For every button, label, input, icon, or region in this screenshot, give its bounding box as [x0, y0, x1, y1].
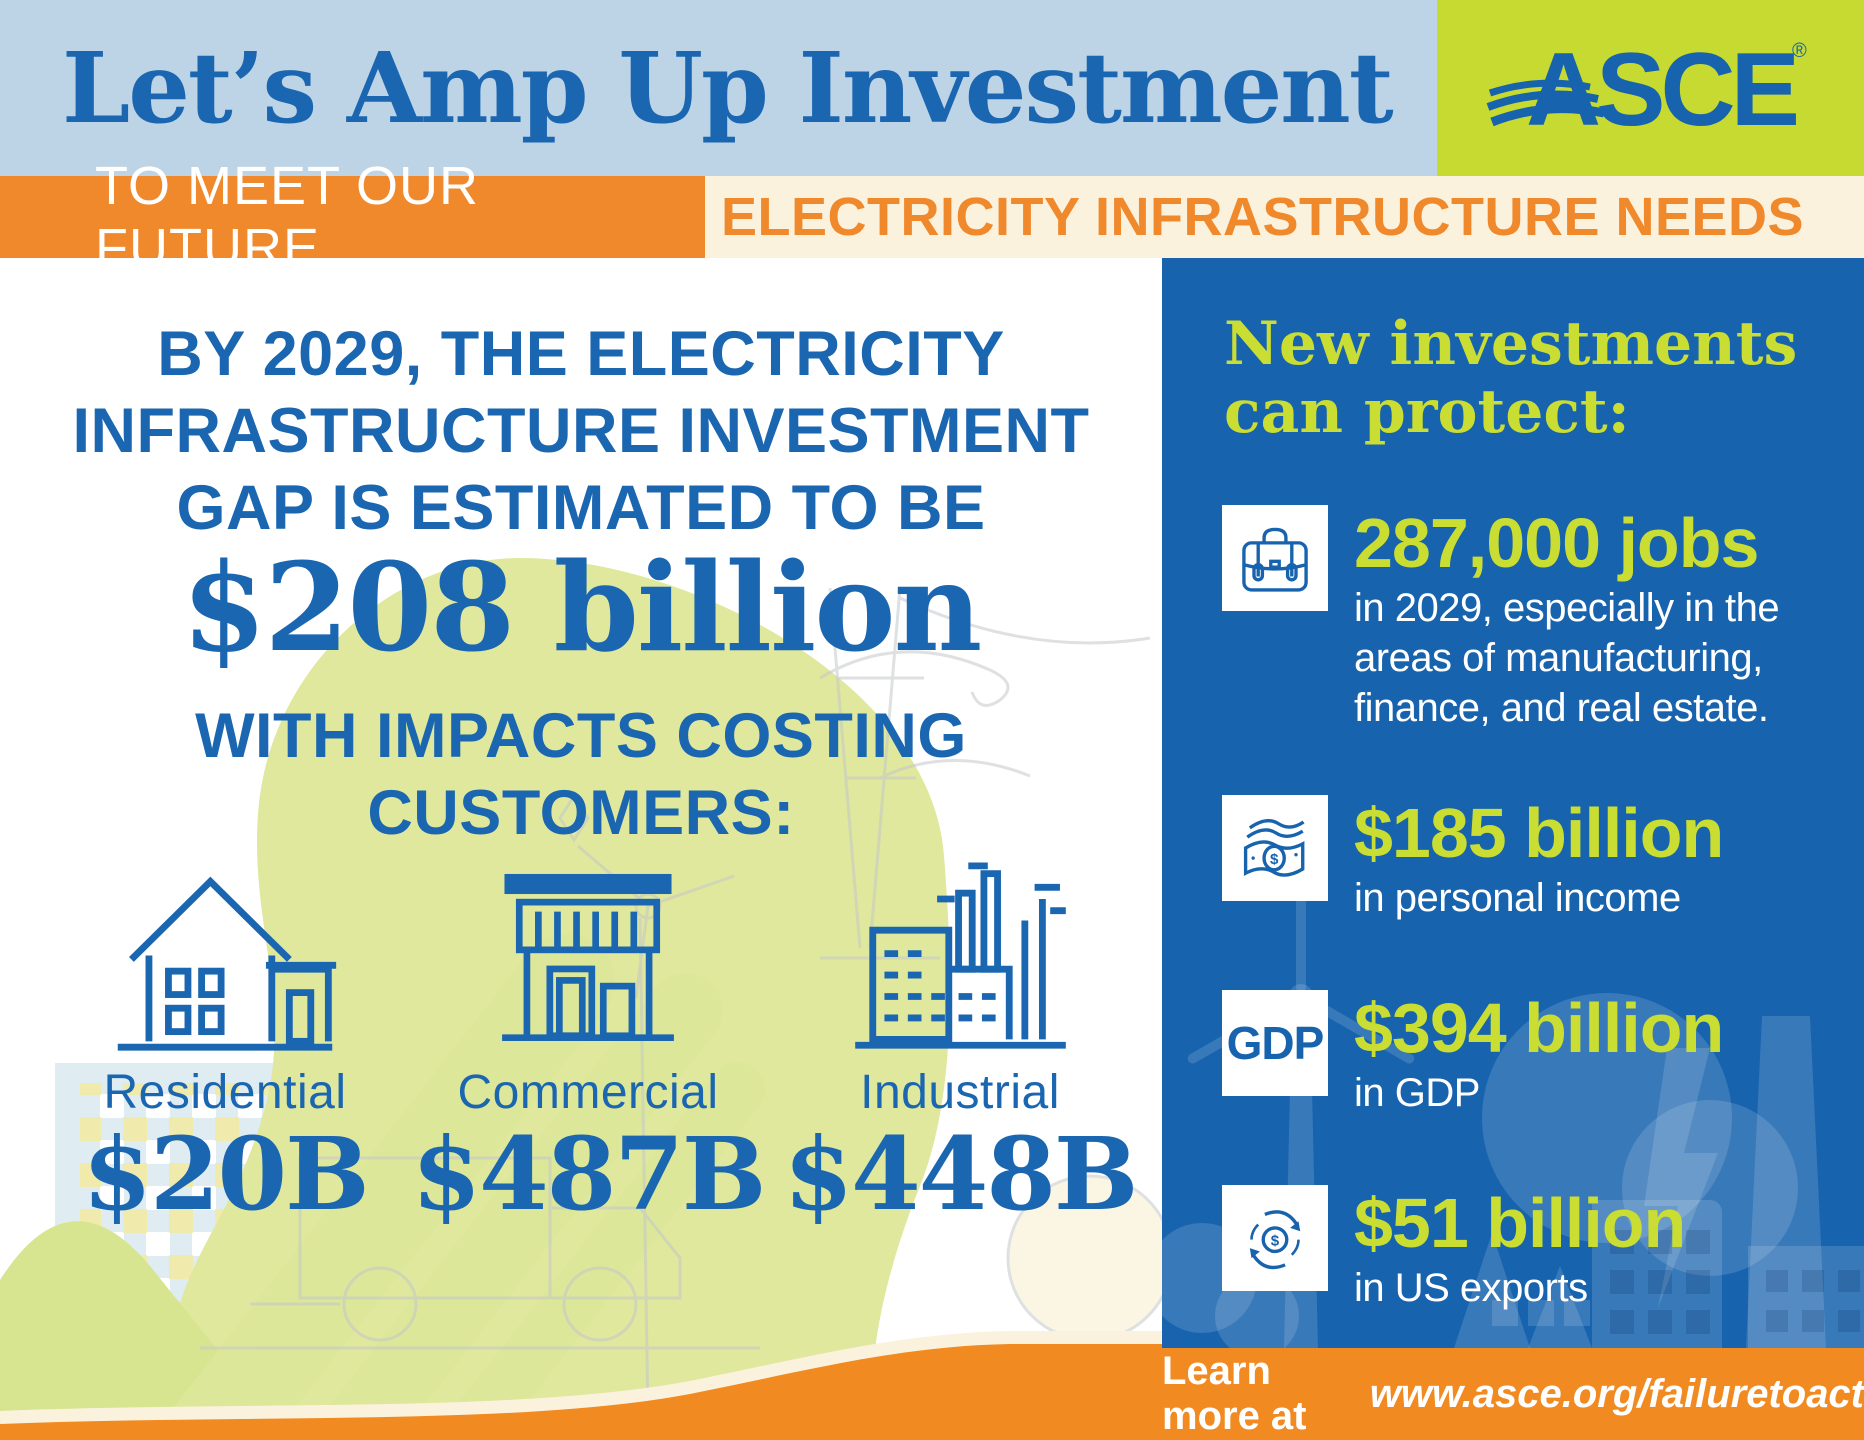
banner-right: ELECTRICITY INFRASTRUCTURE NEEDS — [705, 176, 1864, 258]
customer-industrial: Industrial $448B — [760, 850, 1160, 1224]
benefit-exports: $ $51 billion in US exports — [1222, 1185, 1862, 1313]
asce-logo: ASCE ® — [1437, 0, 1864, 176]
footer-url[interactable]: www.asce.org/failuretoact — [1369, 1371, 1864, 1416]
customer-value: $20B — [82, 1115, 369, 1233]
city-silhouette-illustration — [1162, 866, 1864, 1348]
customer-residential: Residential $20B — [25, 850, 425, 1224]
benefit-desc: in personal income — [1354, 876, 1681, 920]
factory-icon — [760, 850, 1160, 1055]
briefcase-icon — [1222, 505, 1328, 611]
panel-heading-line: can protect: — [1224, 377, 1630, 447]
banner-left: TO MEET OUR FUTURE — [0, 156, 705, 278]
benefit-desc: in US exports — [1354, 1266, 1588, 1310]
benefit-value: $51 billion — [1354, 1184, 1686, 1262]
benefit-value: $394 billion — [1354, 989, 1724, 1067]
customer-label: Residential — [103, 1066, 347, 1119]
customer-commercial: Commercial $487B — [388, 850, 788, 1224]
svg-text:®: ® — [1792, 40, 1807, 62]
ground-wave-orange — [0, 1344, 1162, 1440]
header: Let’s Amp Up Investment ASCE ® — [0, 0, 1864, 176]
investment-gap-value: $208 billion — [181, 535, 983, 679]
ground-wave-cream — [0, 1331, 1162, 1425]
page-title: Let’s Amp Up Investment — [62, 30, 1394, 145]
svg-text:$: $ — [1271, 1233, 1280, 1250]
footer-text: Learn more at — [1162, 1349, 1307, 1438]
benefit-value: $185 billion — [1354, 794, 1724, 872]
headline-line: BY 2029, THE ELECTRICITY — [157, 319, 1005, 389]
exchange-icon: $ — [1222, 1185, 1328, 1291]
benefit-value: 287,000 jobs — [1354, 504, 1759, 582]
svg-text:ASCE: ASCE — [1526, 32, 1797, 148]
asce-logo-icon: ASCE ® — [1486, 32, 1807, 148]
customer-label: Commercial — [457, 1066, 719, 1119]
svg-text:$: $ — [1270, 851, 1279, 868]
customer-label: Industrial — [860, 1066, 1060, 1119]
panel-heading: New investments can protect: — [1224, 310, 1797, 446]
bulb-background-illustration — [0, 558, 1162, 1440]
benefits-panel: New investments can protect: 287,000 job… — [1162, 258, 1864, 1348]
headline-line: INFRASTRUCTURE INVESTMENT — [72, 396, 1090, 466]
house-icon — [25, 850, 425, 1055]
benefit-desc: in 2029, especially in the areas of manu… — [1354, 586, 1780, 730]
banner: TO MEET OUR FUTURE ELECTRICITY INFRASTRU… — [0, 156, 1864, 278]
headline: BY 2029, THE ELECTRICITY INFRASTRUCTURE … — [0, 316, 1162, 547]
headline-line: WITH IMPACTS COSTING — [195, 701, 967, 771]
panel-heading-line: New investments — [1224, 309, 1798, 379]
customer-value: $487B — [411, 1115, 767, 1233]
banner-right-text: ELECTRICITY INFRASTRUCTURE NEEDS — [721, 187, 1805, 247]
benefit-desc: in GDP — [1354, 1071, 1480, 1115]
banner-left-text: TO MEET OUR FUTURE — [95, 156, 480, 278]
benefit-income: $ $185 billion in personal income — [1222, 795, 1862, 923]
money-icon: $ — [1222, 795, 1328, 901]
headline-line: GAP IS ESTIMATED TO BE — [176, 473, 986, 543]
benefit-jobs: 287,000 jobs in 2029, especially in the … — [1222, 505, 1862, 733]
gdp-icon: GDP — [1222, 990, 1328, 1096]
store-icon — [388, 850, 788, 1055]
footer-bar: Learn more at www.asce.org/failuretoact — [1162, 1348, 1864, 1440]
headline-line: CUSTOMERS: — [367, 778, 795, 848]
main-content: BY 2029, THE ELECTRICITY INFRASTRUCTURE … — [0, 258, 1162, 1440]
benefit-gdp: GDP $394 billion in GDP — [1222, 990, 1862, 1118]
headline-sub: WITH IMPACTS COSTING CUSTOMERS: — [0, 698, 1162, 852]
customer-value: $448B — [783, 1115, 1139, 1233]
